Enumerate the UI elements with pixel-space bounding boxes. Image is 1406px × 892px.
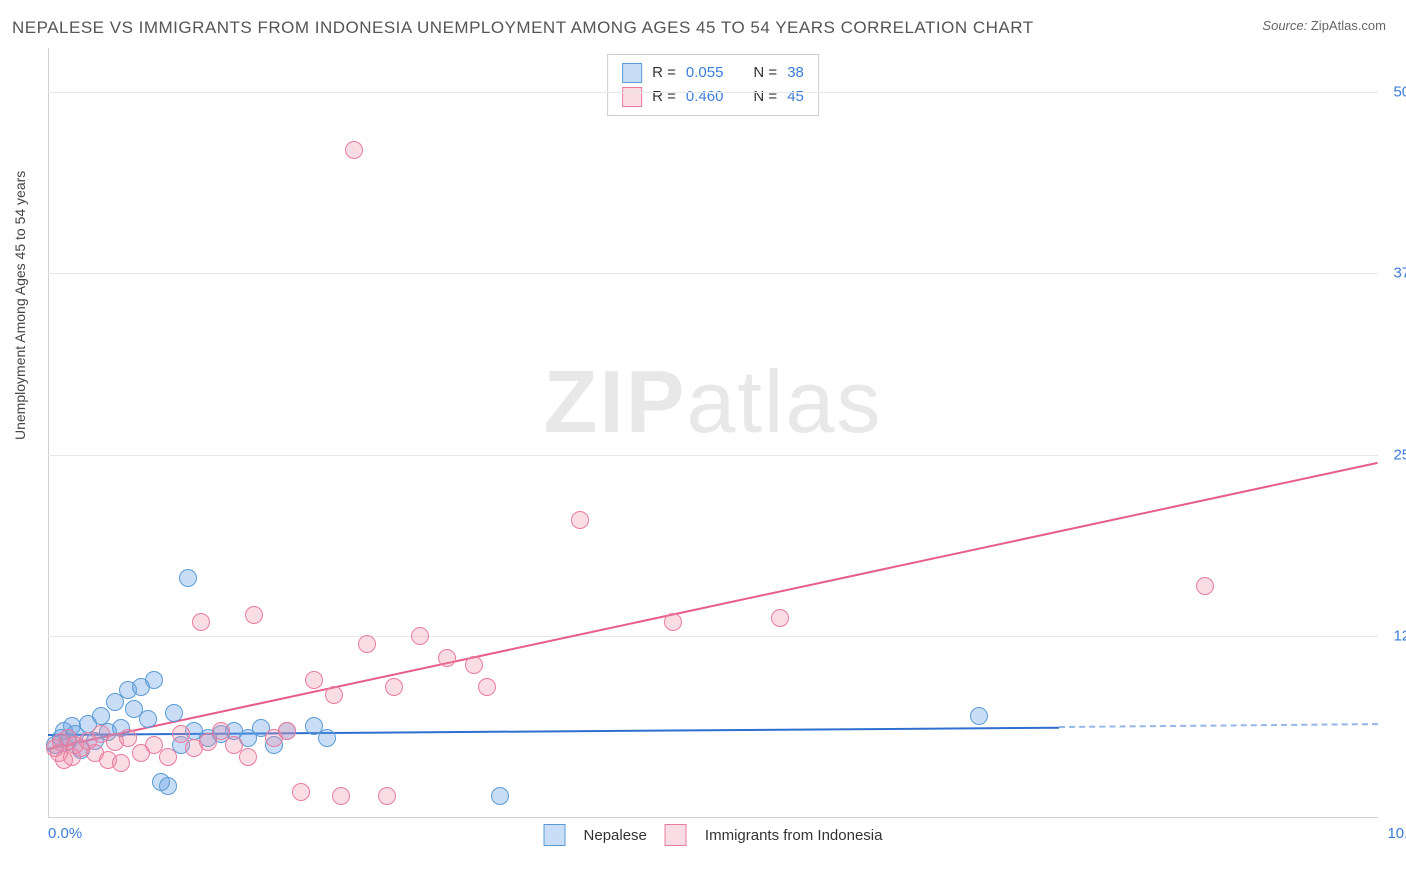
point-nepalese xyxy=(970,707,988,725)
x-tick-label-left: 0.0% xyxy=(48,825,82,842)
r-value-indonesia: 0.460 xyxy=(686,85,724,109)
point-nepalese xyxy=(145,671,163,689)
point-indonesia xyxy=(411,627,429,645)
axis-left-border xyxy=(48,48,49,818)
swatch-blue-icon-2 xyxy=(544,824,566,846)
grid-line-h xyxy=(48,92,1378,93)
point-indonesia xyxy=(172,725,190,743)
point-indonesia xyxy=(771,609,789,627)
n-value-nepalese: 38 xyxy=(787,61,804,85)
point-nepalese xyxy=(179,569,197,587)
watermark-rest: atlas xyxy=(687,352,883,451)
r-label: R = xyxy=(652,61,676,85)
watermark: ZIPatlas xyxy=(544,351,883,453)
point-indonesia xyxy=(239,748,257,766)
x-tick-label-right: 10.0% xyxy=(1387,825,1406,842)
swatch-blue-icon xyxy=(622,63,642,83)
point-nepalese xyxy=(139,710,157,728)
point-indonesia xyxy=(159,748,177,766)
point-indonesia xyxy=(292,783,310,801)
point-indonesia xyxy=(1196,577,1214,595)
legend-item-nepalese: Nepalese xyxy=(584,827,647,844)
legend-item-indonesia: Immigrants from Indonesia xyxy=(705,827,883,844)
trend-line-dash xyxy=(1059,724,1378,729)
point-indonesia xyxy=(345,141,363,159)
point-indonesia xyxy=(358,635,376,653)
swatch-pink-icon-2 xyxy=(665,824,687,846)
point-nepalese xyxy=(165,704,183,722)
point-indonesia xyxy=(245,606,263,624)
trend-line-indonesia xyxy=(48,462,1378,750)
grid-line-h xyxy=(48,636,1378,637)
point-indonesia xyxy=(212,722,230,740)
y-tick-label: 50.0% xyxy=(1393,83,1406,100)
grid-line-h xyxy=(48,273,1378,274)
y-tick-label: 25.0% xyxy=(1393,446,1406,463)
point-nepalese xyxy=(491,787,509,805)
n-label-2: N = xyxy=(753,85,777,109)
point-indonesia xyxy=(332,787,350,805)
chart-title: NEPALESE VS IMMIGRANTS FROM INDONESIA UN… xyxy=(12,18,1034,38)
swatch-pink-icon xyxy=(622,87,642,107)
point-indonesia xyxy=(571,511,589,529)
point-nepalese xyxy=(318,729,336,747)
point-indonesia xyxy=(119,729,137,747)
legend-row-indonesia: R = 0.460 N = 45 xyxy=(622,85,804,109)
watermark-bold: ZIP xyxy=(544,352,687,451)
point-indonesia xyxy=(478,678,496,696)
n-value-indonesia: 45 xyxy=(787,85,804,109)
y-tick-label: 37.5% xyxy=(1393,265,1406,282)
grid-line-h xyxy=(48,455,1378,456)
source-label: Source: xyxy=(1262,18,1307,33)
axis-bottom-border xyxy=(48,817,1378,818)
point-indonesia xyxy=(465,656,483,674)
point-indonesia xyxy=(378,787,396,805)
point-indonesia xyxy=(305,671,323,689)
point-indonesia xyxy=(664,613,682,631)
legend-series: Nepalese Immigrants from Indonesia xyxy=(544,824,883,846)
r-label-2: R = xyxy=(652,85,676,109)
point-nepalese xyxy=(159,777,177,795)
legend-row-nepalese: R = 0.055 N = 38 xyxy=(622,61,804,85)
point-indonesia xyxy=(325,686,343,704)
legend-correlation: R = 0.055 N = 38 R = 0.460 N = 45 xyxy=(607,54,819,116)
source-value: ZipAtlas.com xyxy=(1311,18,1386,33)
source-attribution: Source: ZipAtlas.com xyxy=(1262,18,1386,33)
n-label: N = xyxy=(753,61,777,85)
point-indonesia xyxy=(385,678,403,696)
y-tick-label: 12.5% xyxy=(1393,628,1406,645)
r-value-nepalese: 0.055 xyxy=(686,61,724,85)
point-indonesia xyxy=(278,722,296,740)
point-indonesia xyxy=(112,754,130,772)
point-indonesia xyxy=(192,613,210,631)
y-axis-label: Unemployment Among Ages 45 to 54 years xyxy=(12,171,28,440)
plot-area: ZIPatlas R = 0.055 N = 38 R = 0.460 N = … xyxy=(48,48,1378,818)
point-indonesia xyxy=(438,649,456,667)
